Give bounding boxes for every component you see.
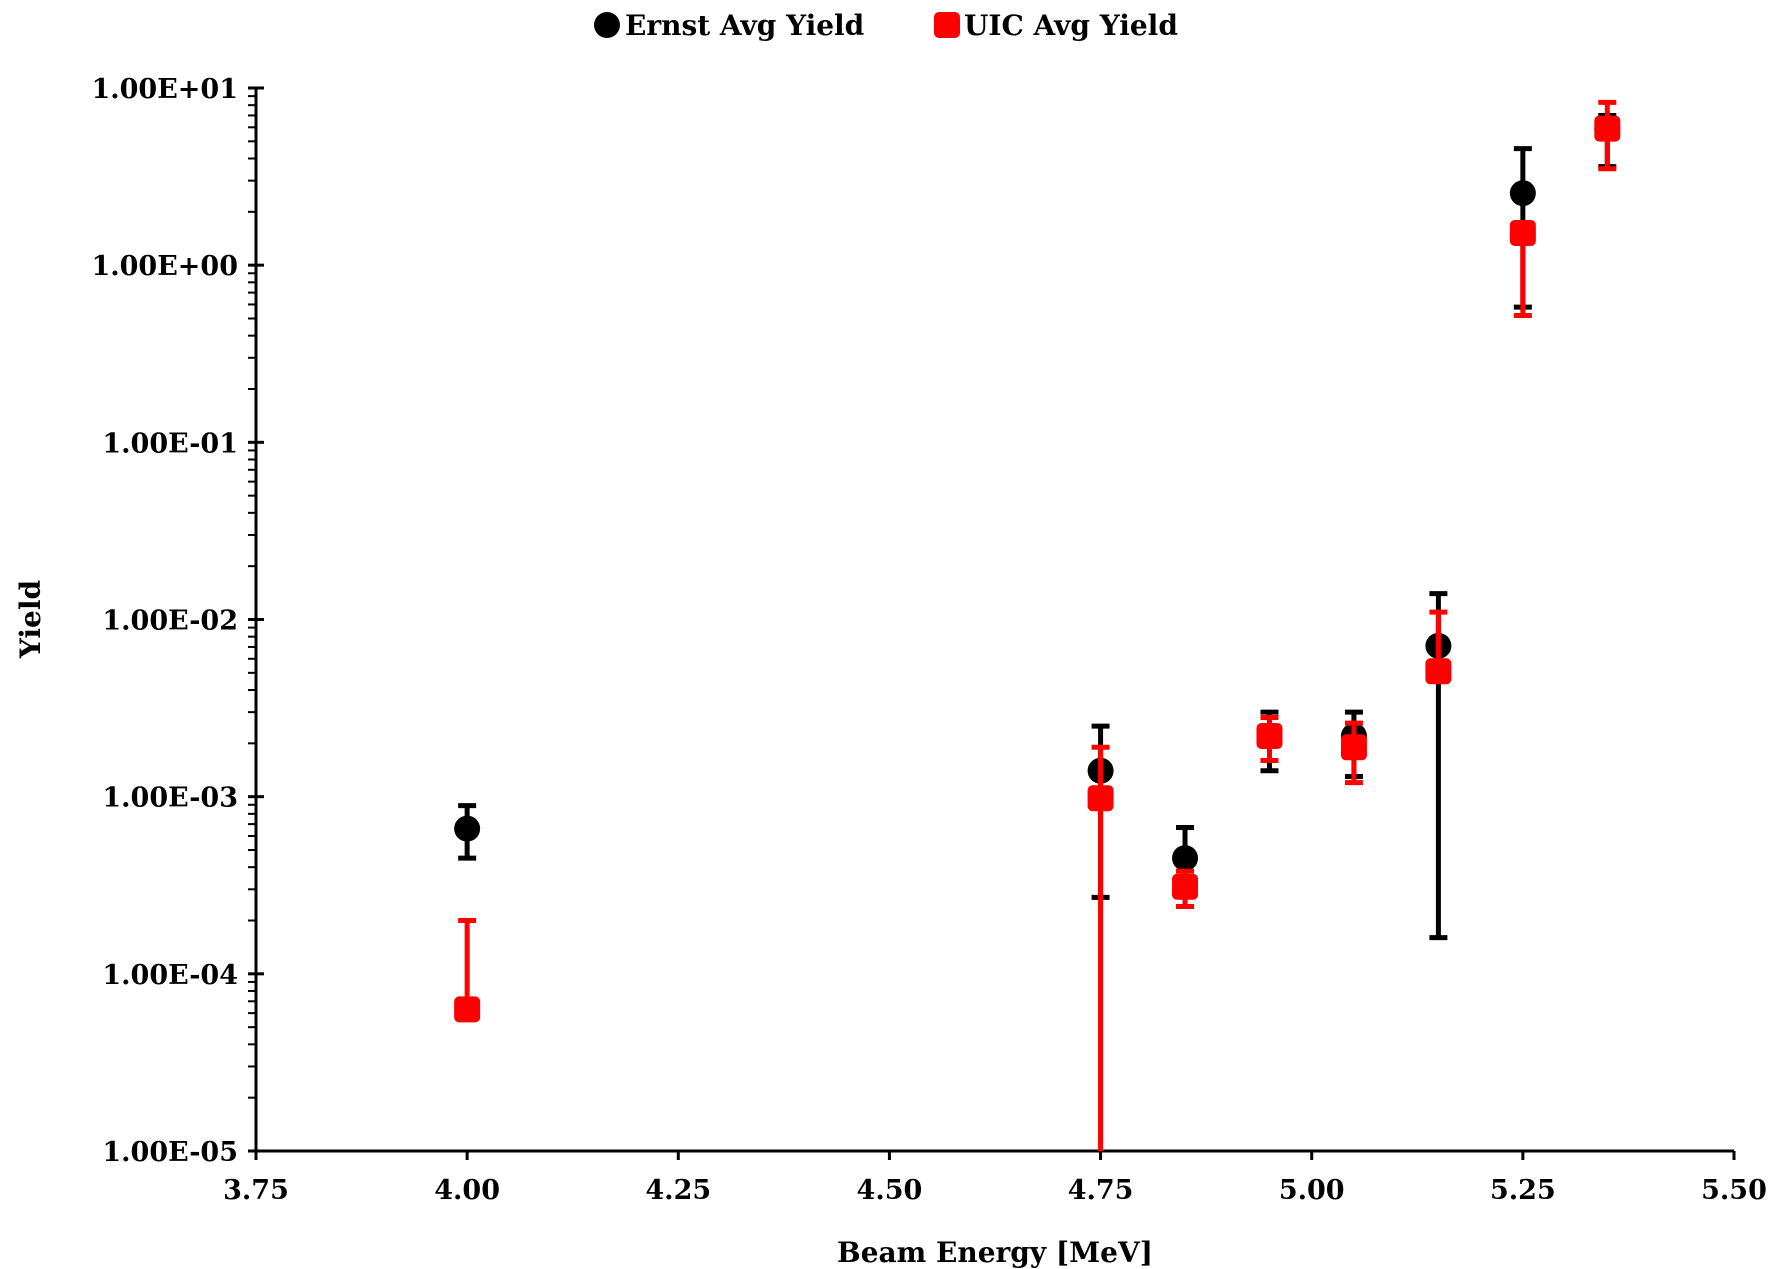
- y-ticks: 1.00E-05 1.00E-04 1.00E-03 1.00E-02 1.00E-01…: [91, 74, 264, 1168]
- x-tick-label: 3.75: [223, 1175, 289, 1206]
- legend-label-uic: UIC Avg Yield: [964, 9, 1178, 42]
- data-point: [1256, 723, 1283, 750]
- x-tick-label: 4.00: [434, 1175, 500, 1206]
- series-uic: [454, 99, 1621, 1151]
- data-point: [1087, 785, 1114, 812]
- data-point: [454, 996, 481, 1023]
- x-tick-label: 5.00: [1279, 1175, 1345, 1206]
- x-tick-label: 5.50: [1701, 1175, 1767, 1206]
- legend: Ernst Avg Yield UIC Avg Yield: [594, 9, 1178, 42]
- x-ticks: 3.75 4.00 4.25 4.50 4.75 5.00 5.25 5.50: [223, 1151, 1767, 1206]
- data-point: [1509, 180, 1536, 207]
- data-point: [1509, 219, 1536, 246]
- x-tick-label: 4.25: [645, 1175, 711, 1206]
- y-tick-label: 1.00E-05: [102, 1137, 238, 1168]
- x-tick-label: 4.75: [1068, 1175, 1134, 1206]
- y-tick-label: 1.00E-01: [102, 428, 238, 459]
- y-tick-label: 1.00E+01: [91, 74, 238, 105]
- data-point: [1172, 845, 1199, 872]
- x-axis-title: Beam Energy [MeV]: [837, 1236, 1153, 1269]
- legend-marker-uic: [934, 12, 960, 38]
- y-tick-label: 1.00E-02: [102, 606, 238, 637]
- x-tick-label: 4.50: [857, 1175, 923, 1206]
- data-point: [1594, 115, 1621, 142]
- legend-marker-ernst: [594, 12, 620, 38]
- x-tick-label: 5.25: [1490, 1175, 1556, 1206]
- series-ernst: [454, 112, 1621, 941]
- data-point: [1425, 658, 1452, 685]
- y-tick-label: 1.00E-03: [102, 783, 238, 814]
- axes: [254, 88, 1734, 1153]
- legend-label-ernst: Ernst Avg Yield: [625, 9, 864, 42]
- y-axis-title: Yield: [14, 580, 47, 659]
- data-point: [1172, 873, 1199, 900]
- series-layer: [454, 99, 1621, 1151]
- y-tick-label: 1.00E+00: [91, 251, 238, 282]
- y-tick-label: 1.00E-04: [102, 960, 238, 991]
- data-point: [1340, 734, 1367, 761]
- data-point: [454, 815, 481, 842]
